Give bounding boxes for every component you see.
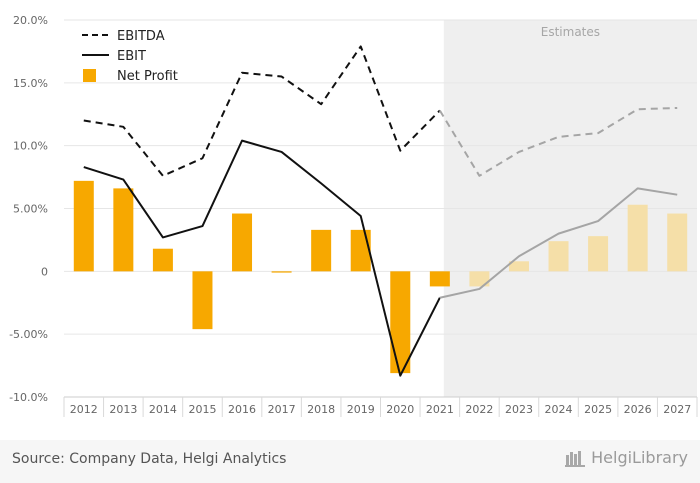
legend-label-net-profit: Net Profit [117, 69, 178, 84]
chart: Estimates 20.0% 15.0% 10.0% 5.00% 0 -5.00% -10… [9, 14, 698, 417]
y-tick-label: 10.0% [13, 140, 48, 153]
brand-logo[interactable]: HelgiLibrary [565, 448, 688, 467]
net-profit-bars [73, 180, 688, 374]
x-tick-label: 2019 [347, 403, 375, 416]
brand-name: HelgiLibrary [591, 448, 688, 467]
estimates-label: Estimates [541, 25, 600, 39]
legend-label-ebitda: EBITDA [117, 29, 165, 44]
x-tick-label: 2016 [228, 403, 256, 416]
legend-item-ebit: EBIT [82, 49, 146, 64]
ebit-line-actual [83, 139, 441, 377]
library-icon [565, 450, 586, 467]
net-profit-bar [271, 271, 292, 273]
x-tick-label: 2027 [663, 403, 691, 416]
y-tick-label: 0 [41, 265, 48, 278]
net-profit-bar [113, 188, 134, 272]
x-tick-label: 2022 [465, 403, 493, 416]
y-tick-label: -5.00% [9, 328, 48, 341]
net-profit-bar [469, 271, 490, 287]
net-profit-bar [588, 236, 609, 272]
x-tick-label: 2018 [307, 403, 335, 416]
x-tick-label: 2012 [70, 403, 98, 416]
net-profit-bar [667, 213, 688, 272]
net-profit-bar [548, 241, 569, 272]
x-tick-label: 2013 [109, 403, 137, 416]
ebitda-line-estimate [438, 106, 678, 177]
net-profit-bar [350, 229, 371, 272]
net-profit-bar [311, 229, 332, 272]
y-tick-label: 15.0% [13, 77, 48, 90]
x-tick-label: 2024 [545, 403, 573, 416]
y-axis: 20.0% 15.0% 10.0% 5.00% 0 -5.00% -10.0% [9, 14, 48, 404]
legend-swatch-net-profit [83, 69, 96, 82]
x-tick-label: 2026 [624, 403, 652, 416]
y-tick-label: 5.00% [13, 203, 48, 216]
y-tick-label: 20.0% [13, 14, 48, 27]
net-profit-bar [627, 204, 648, 272]
legend: EBITDA EBIT Net Profit [82, 29, 178, 84]
x-tick-label: 2014 [149, 403, 177, 416]
legend-item-net-profit: Net Profit [83, 69, 178, 84]
net-profit-bar [73, 180, 94, 272]
x-axis: 2012 2013 2014 2015 2016 2017 2018 2019 2020 2021… [63, 397, 698, 417]
net-profit-bar [232, 213, 253, 272]
x-tick-label: 2017 [268, 403, 296, 416]
net-profit-bar [429, 271, 450, 287]
footer: Source: Company Data, Helgi Analytics He… [0, 440, 700, 483]
net-profit-bar [152, 248, 173, 272]
x-tick-label: 2020 [386, 403, 414, 416]
x-tick-label: 2021 [426, 403, 454, 416]
y-tick-label: -10.0% [9, 391, 48, 404]
net-profit-bar [192, 271, 213, 330]
legend-label-ebit: EBIT [117, 49, 146, 64]
line-series [83, 45, 678, 377]
source-note: Source: Company Data, Helgi Analytics [12, 451, 287, 467]
net-profit-bar [390, 271, 411, 374]
x-tick-label: 2023 [505, 403, 533, 416]
net-profit-bar [508, 261, 529, 272]
ebit-line-estimate [439, 187, 678, 299]
ebitda-line-actual [83, 45, 441, 177]
x-tick-label: 2015 [188, 403, 216, 416]
x-tick-label: 2025 [584, 403, 612, 416]
legend-item-ebitda: EBITDA [82, 29, 165, 44]
